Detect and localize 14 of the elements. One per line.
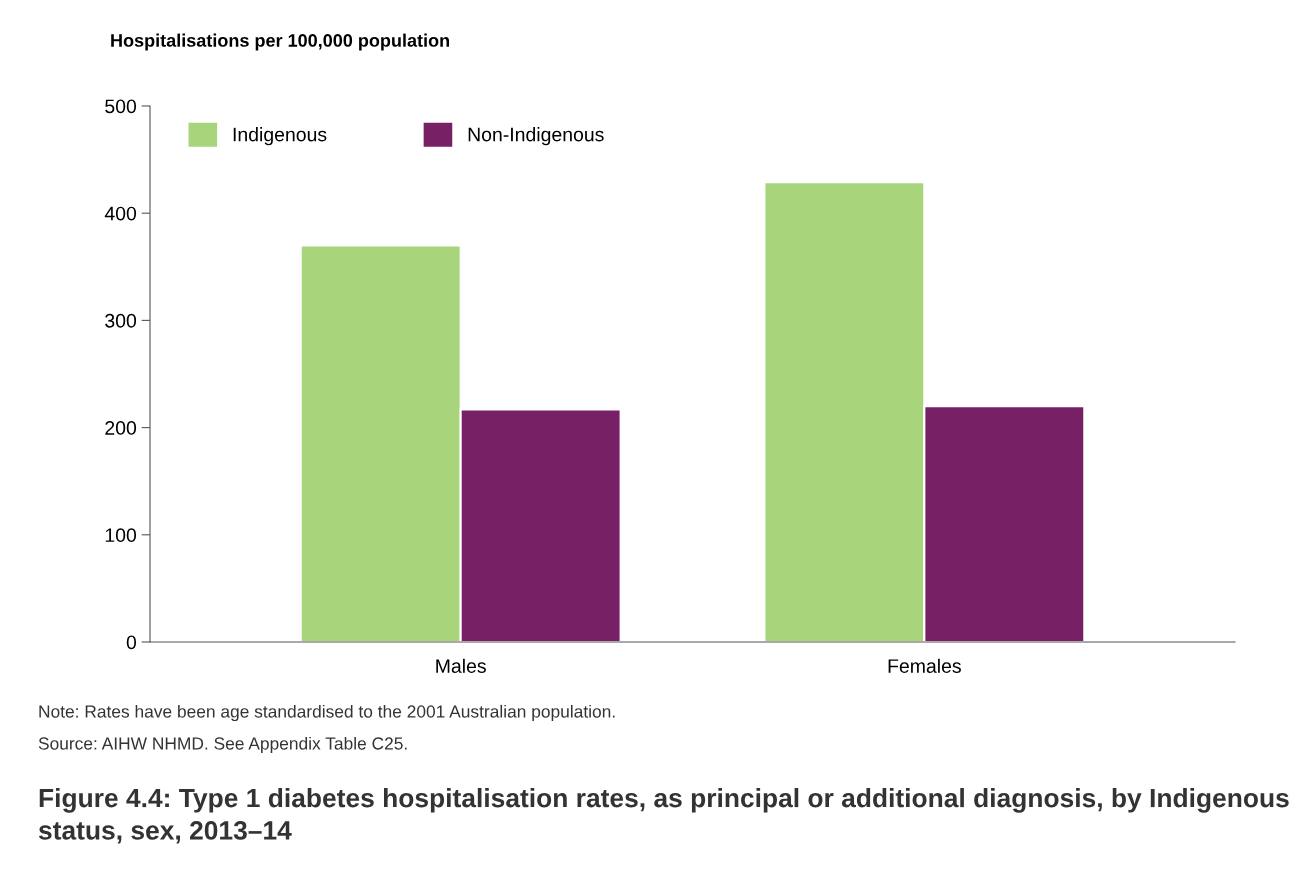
legend-label: Non-Indigenous bbox=[468, 127, 604, 146]
y-tick-label: 500 bbox=[105, 99, 137, 114]
x-tick-label: Males bbox=[436, 658, 486, 673]
text: Figure 4.4: Type 1 diabetes hospitalisation rates, as principal or additional diagnosis, by Indigenous status, sex, 2013–14 bbox=[38, 788, 1289, 844]
source-note: Source: AIHW NHMD. See Appendix Table C25. bbox=[38, 736, 407, 754]
y-tick-label: 400 bbox=[104, 206, 137, 221]
y-tick-label: 200 bbox=[105, 421, 137, 435]
y-tick-label: 0 bbox=[126, 635, 137, 650]
y-tick-label: 300 bbox=[105, 313, 137, 328]
x-tick-label: Females bbox=[888, 658, 961, 673]
y-axis-title: Hospitalisations per 100,000 population bbox=[111, 33, 450, 51]
text: Note: Rates have been age standardised to the 2001 Australian population. bbox=[39, 704, 615, 722]
legend-label: Indigenous bbox=[233, 127, 327, 146]
y-tick-label: 100 bbox=[105, 528, 137, 543]
